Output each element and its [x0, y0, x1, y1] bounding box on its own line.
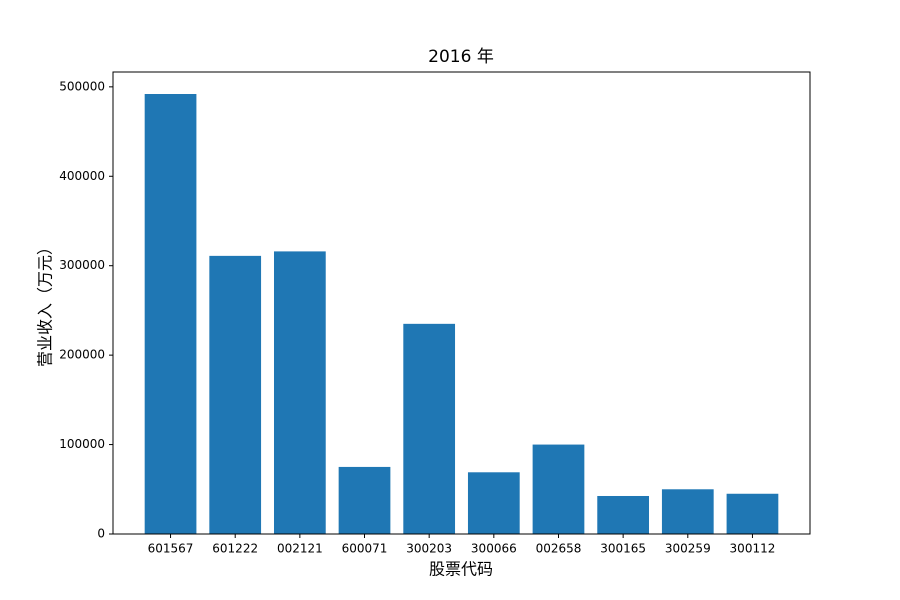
x-tick-label: 002658 — [536, 542, 582, 556]
bar — [209, 255, 262, 534]
x-tick-label: 601222 — [212, 542, 258, 556]
y-tick-label: 500000 — [59, 79, 105, 93]
bar — [532, 444, 585, 534]
x-tick-label: 300259 — [665, 542, 711, 556]
x-tick-label: 300165 — [600, 542, 646, 556]
chart-title: 2016 年 — [428, 47, 494, 67]
bar — [403, 323, 456, 534]
bar — [726, 493, 779, 534]
y-tick-label: 100000 — [59, 437, 105, 451]
x-tick-label: 300203 — [406, 542, 452, 556]
bar — [144, 94, 197, 534]
bar — [338, 466, 391, 534]
x-tick-label: 300066 — [471, 542, 517, 556]
x-axis-label: 股票代码 — [429, 560, 493, 579]
y-tick-label: 300000 — [59, 258, 105, 272]
bar — [467, 472, 520, 534]
y-tick-label: 200000 — [59, 348, 105, 362]
bar — [597, 495, 650, 534]
bar — [273, 251, 326, 534]
y-axis-label: 营业收入（万元） — [36, 239, 55, 367]
x-tick-label: 002121 — [277, 542, 323, 556]
bar — [661, 489, 714, 534]
y-tick-label: 0 — [97, 527, 105, 541]
x-tick-label: 601567 — [148, 542, 194, 556]
plot-frame — [112, 71, 811, 535]
y-tick-label: 400000 — [59, 169, 105, 183]
x-tick-label: 300112 — [730, 542, 776, 556]
x-tick-label: 600071 — [342, 542, 388, 556]
